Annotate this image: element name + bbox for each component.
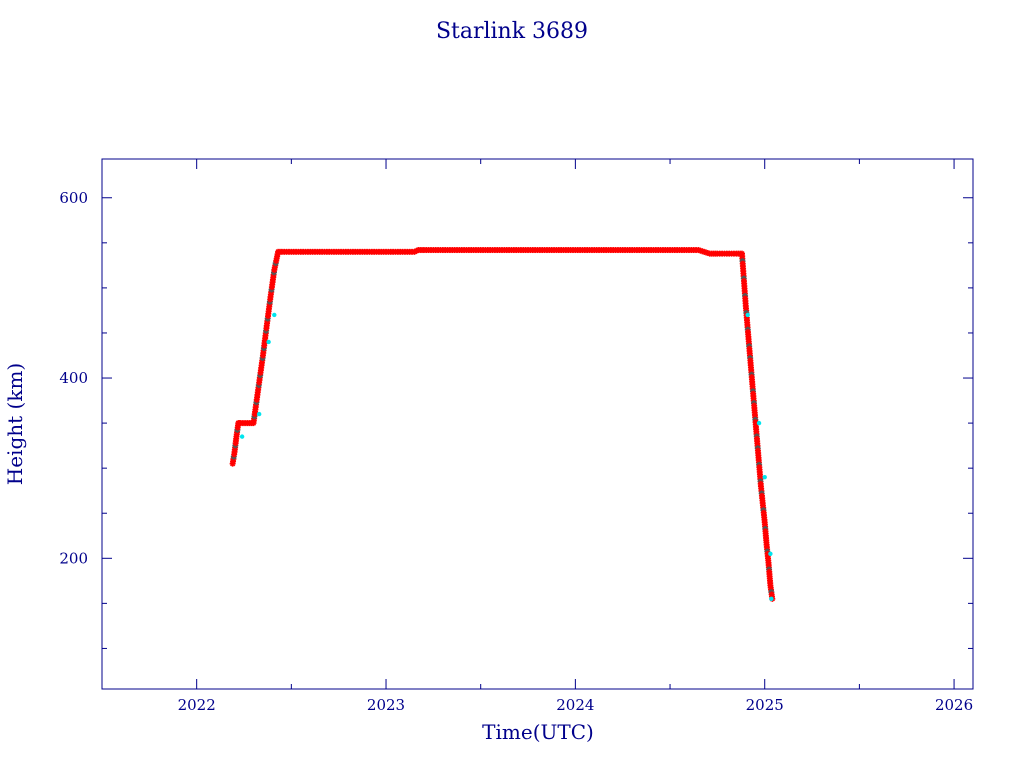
x-tick-label: 2025	[746, 696, 784, 714]
data-point-cyan	[266, 339, 271, 345]
data-points	[229, 247, 776, 602]
data-point-cyan	[768, 551, 773, 556]
x-tick-label: 2024	[556, 696, 594, 714]
y-tick-label: 400	[59, 369, 88, 387]
plot-frame	[101, 158, 974, 690]
x-tick-labels: 2022 2023 2024 2025 2026	[178, 696, 974, 714]
y-tick-label: 200	[59, 549, 88, 567]
data-point-cyan	[762, 474, 767, 480]
data-point-cyan	[239, 434, 245, 439]
chart-title: Starlink 3689	[436, 19, 588, 44]
x-tick-label: 2023	[367, 696, 405, 714]
x-tick-label: 2026	[935, 696, 973, 714]
y-axis-label: Height (km)	[3, 363, 27, 485]
x-axis-label: Time(UTC)	[482, 720, 594, 744]
axis-ticks	[101, 159, 973, 689]
y-tick-label: 600	[59, 189, 88, 207]
data-point-cyan	[769, 596, 774, 602]
data-point-cyan	[256, 411, 262, 417]
data-point-cyan	[756, 420, 762, 426]
data-point-cyan	[272, 312, 277, 318]
y-tick-labels: 200 400 600	[59, 189, 88, 568]
x-tick-label: 2022	[178, 696, 216, 714]
data-point-cyan	[745, 312, 750, 318]
